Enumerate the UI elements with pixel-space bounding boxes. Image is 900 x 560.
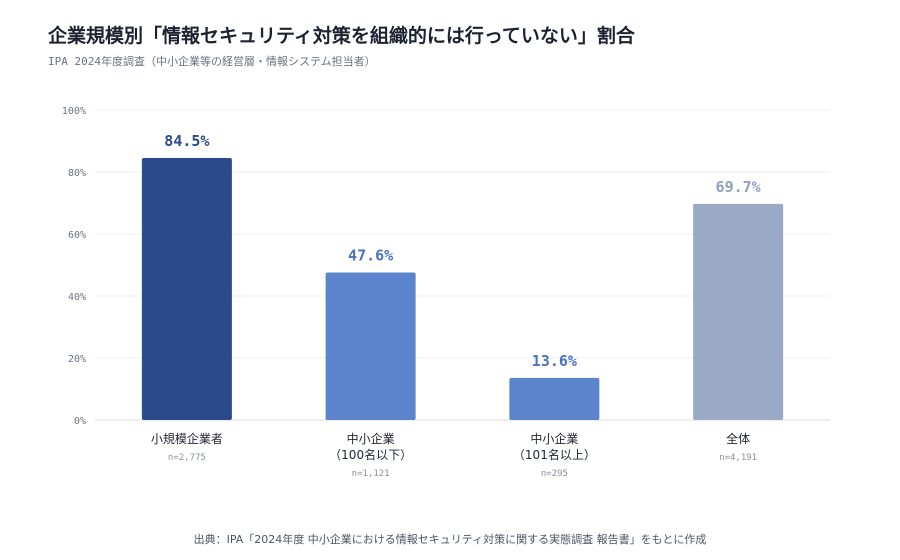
category-label: （100名以下）	[329, 447, 412, 462]
y-tick-label: 100%	[62, 106, 86, 117]
bar	[141, 158, 232, 421]
bar	[325, 272, 416, 420]
category-label: 全体	[726, 431, 750, 446]
data-label: 84.5%	[164, 132, 209, 150]
data-label: 13.6%	[532, 352, 577, 370]
sample-size-label: n=1,121	[352, 469, 390, 479]
data-label: 47.6%	[348, 246, 393, 264]
category-label: 中小企業	[347, 431, 395, 446]
y-tick-label: 80%	[68, 168, 86, 179]
category-label: 小規模企業者	[151, 431, 223, 446]
category-label: （101名以上）	[513, 447, 596, 462]
y-tick-label: 0%	[74, 416, 86, 427]
bar-chart: 0% 20% 40% 60% 80% 100% 84.5% 小規模企業者 n=2,775 47.6…	[62, 106, 830, 479]
source-note: 出典：IPA「2024年度 中小企業における情報セキュリティ対策に関する実態調査…	[193, 533, 707, 546]
chart-subtitle: IPA 2024年度調査（中小企業等の経営層・情報システム担当者）	[48, 55, 376, 68]
bar	[509, 377, 600, 420]
bar	[693, 203, 784, 420]
data-label: 69.7%	[716, 178, 761, 196]
y-tick-label: 60%	[68, 230, 86, 241]
y-tick-label: 40%	[68, 292, 86, 303]
sample-size-label: n=4,191	[719, 453, 757, 463]
sample-size-label: n=2,775	[168, 453, 206, 463]
y-tick-label: 20%	[68, 354, 86, 365]
category-label: 中小企業	[530, 431, 578, 446]
sample-size-label: n=295	[541, 469, 568, 479]
chart-title: 企業規模別「情報セキュリティ対策を組織的には行っていない」割合	[48, 25, 635, 47]
